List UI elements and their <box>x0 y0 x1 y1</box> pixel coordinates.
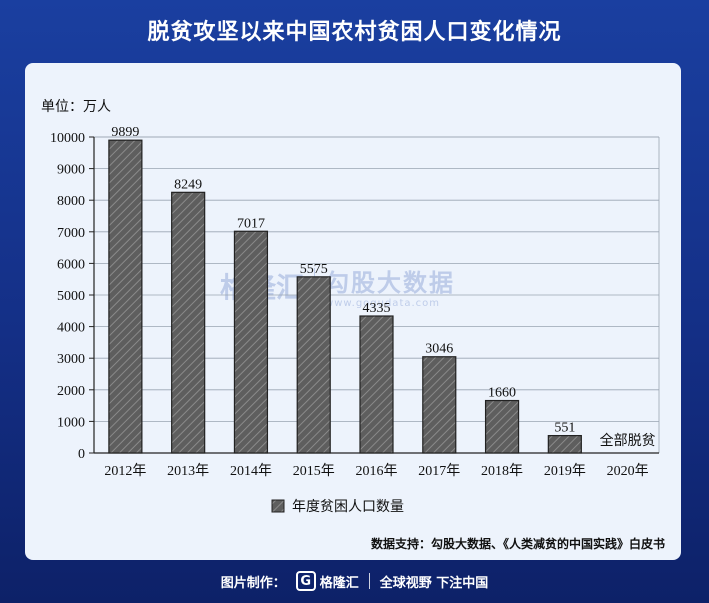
bar <box>233 230 269 454</box>
x-tick-label: 2020年 <box>607 463 649 479</box>
footer-slogan: 全球视野 下注中国 <box>379 575 489 591</box>
page-title: 脱贫攻坚以来中国农村贫困人口变化情况 <box>147 20 562 45</box>
data-source: 数据支持：勾股大数据、《人类减贫的中国实践》白皮书 <box>370 537 665 551</box>
y-tick-label: 3000 <box>57 352 85 367</box>
y-tick-label: 9000 <box>57 163 85 178</box>
y-tick-label: 2000 <box>57 384 85 399</box>
x-tick-label: 2016年 <box>356 463 398 479</box>
bar-chart: 单位：万人 0 1000 2000 3000 4000 5000 6000 7000 8000 9… <box>41 99 660 515</box>
y-tick-label: 0 <box>78 447 85 462</box>
y-axis-unit-label: 单位：万人 <box>41 99 111 115</box>
bar <box>484 399 520 454</box>
bar <box>296 276 331 454</box>
watermark-url: www.gogudata.com <box>325 298 441 309</box>
footer-logo: G 格隆汇 <box>295 571 359 591</box>
footer-logo-icon: G <box>295 571 316 591</box>
bar <box>547 434 582 454</box>
data-label: 全部脱贫 <box>600 432 656 449</box>
bar <box>359 315 394 454</box>
bar <box>171 191 206 454</box>
footer: 图片制作： G 格隆汇 全球视野 下注中国 <box>0 568 709 594</box>
bar <box>108 139 143 454</box>
data-label: 3046 <box>425 342 453 357</box>
x-tick-label: 2018年 <box>481 463 523 479</box>
footer-made-by: 图片制作： <box>220 575 286 591</box>
y-tick-label: 5000 <box>57 289 85 304</box>
legend: 年度贫困人口数量 <box>271 499 404 515</box>
y-tick-label: 10000 <box>50 131 85 146</box>
legend-label: 年度贫困人口数量 <box>292 499 404 515</box>
data-label: 7017 <box>237 216 265 231</box>
x-tick-label: 2019年 <box>544 463 586 479</box>
y-tick-label: 7000 <box>57 226 85 241</box>
y-tick-label: 1000 <box>57 415 85 430</box>
legend-swatch <box>271 499 285 513</box>
footer-divider <box>368 573 370 589</box>
bar <box>422 356 457 454</box>
footer-logo-name: 格隆汇 <box>319 575 359 591</box>
chart-card: 格隆汇 勾股大数据 www.gogudata.com 单位：万人 0100020… <box>25 63 681 560</box>
data-label: 1660 <box>488 386 516 401</box>
x-tick-label: 2013年 <box>167 463 209 479</box>
data-label: 5575 <box>300 262 328 277</box>
x-tick-label: 2015年 <box>293 463 335 479</box>
y-tick-label: 6000 <box>57 257 85 272</box>
x-tick-label: 2012年 <box>104 463 146 479</box>
y-tick-label: 4000 <box>57 321 85 336</box>
data-label: 9899 <box>111 125 139 140</box>
watermark-brand: 勾股大数据 <box>325 269 456 297</box>
x-tick-label: 2014年 <box>230 463 272 479</box>
y-tick-label: 8000 <box>57 194 85 209</box>
data-label: 551 <box>554 421 575 436</box>
data-label: 8249 <box>174 177 202 192</box>
x-tick-label: 2017年 <box>418 463 460 479</box>
data-label: 4335 <box>363 301 391 316</box>
